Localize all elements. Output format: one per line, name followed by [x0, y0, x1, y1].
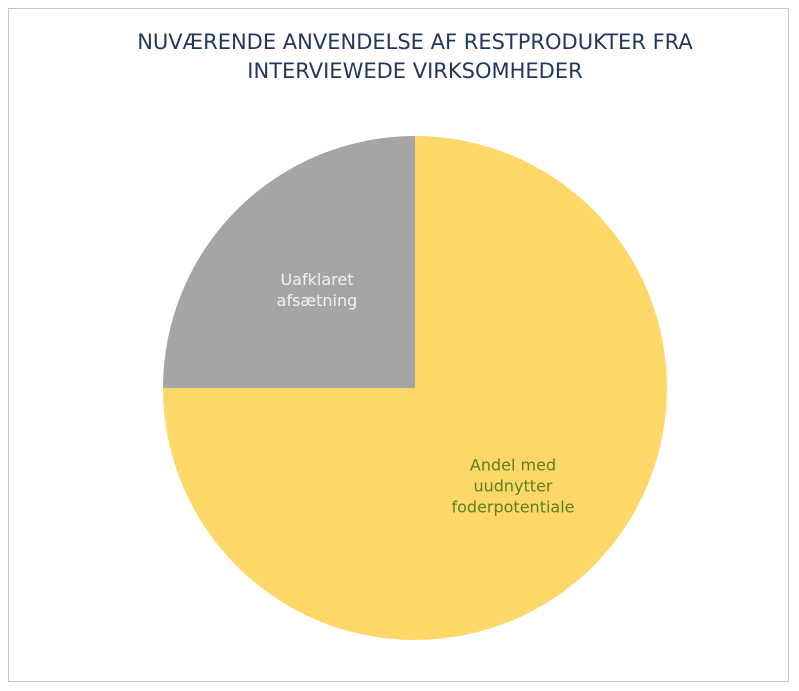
slice-label: Uafklaret afsætning	[276, 269, 358, 310]
chart-frame	[8, 8, 789, 682]
pie-slice	[163, 136, 415, 388]
chart-title: NUVÆRENDE ANVENDELSE AF RESTPRODUKTER FR…	[137, 30, 693, 83]
slice-label: Andel med uudnytter foderpotentiale	[451, 455, 575, 517]
